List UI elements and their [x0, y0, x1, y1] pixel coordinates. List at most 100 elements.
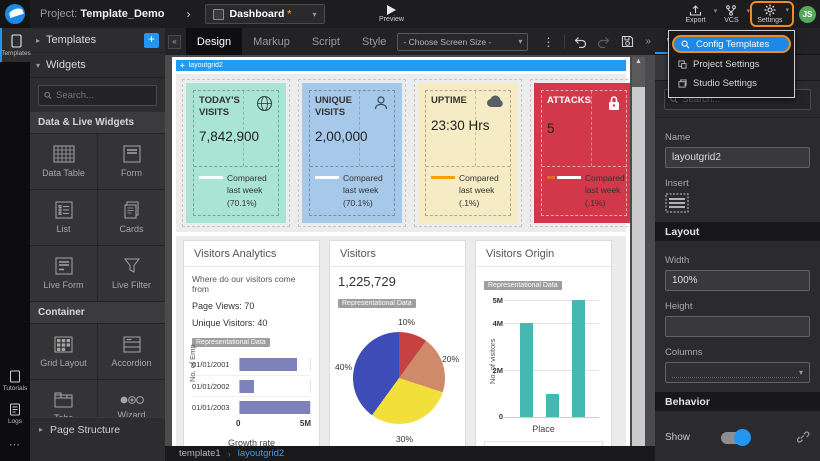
rail-item-tutorials[interactable]: Tutorials	[0, 364, 30, 397]
tab-style[interactable]: Style	[361, 35, 387, 48]
widget-tile-tabs[interactable]: Tabs	[30, 380, 97, 417]
tab-markup[interactable]: Markup	[253, 35, 290, 48]
gear-icon	[764, 4, 776, 16]
properties-search-input[interactable]	[682, 94, 805, 105]
chevron-down-icon: ▾	[798, 368, 803, 377]
panel-visitors-origin[interactable]: Visitors Origin Representational Data No…	[475, 240, 612, 446]
widget-tile-cards[interactable]: Cards	[98, 190, 165, 245]
widget-tile-list[interactable]: List	[30, 190, 97, 245]
insert-rows-icon[interactable]	[665, 193, 689, 213]
layout-section-header: Layout	[655, 222, 820, 241]
card-unique-visits[interactable]: UNIQUE VISITS 2,00,000 Compared last wee…	[302, 83, 402, 223]
kebab-menu-icon[interactable]: ⋮	[542, 34, 555, 49]
columns-select[interactable]: ▾	[665, 362, 810, 383]
widget-tile-data-table[interactable]: Data Table	[30, 134, 97, 189]
widget-palette: ▸ Templates + ▾ Widgets Data & Live Widg…	[30, 28, 165, 461]
undo-button[interactable]	[573, 36, 587, 48]
project-settings-icon	[678, 60, 687, 69]
trend-line	[431, 176, 455, 179]
widget-search-input[interactable]	[55, 90, 151, 101]
insert-label: Insert	[665, 178, 689, 189]
page-structure-header[interactable]: ▸ Page Structure	[30, 417, 165, 441]
collapse-palette-button[interactable]: «	[168, 34, 181, 49]
rail-item-templates[interactable]: Templates	[0, 28, 31, 62]
panel-visitors-analytics[interactable]: Visitors Analytics Where do our visitors…	[183, 240, 320, 446]
bar-2003	[240, 400, 311, 414]
project-breadcrumb: Project: Template_Demo	[40, 8, 165, 20]
representational-data-badge: Representational Data	[192, 338, 270, 347]
bind-link-icon[interactable]	[797, 431, 810, 444]
origin-bar-1	[520, 323, 533, 417]
height-input[interactable]	[665, 316, 810, 337]
templates-section-header[interactable]: ▸ Templates +	[30, 28, 165, 53]
preview-button[interactable]: Preview	[379, 5, 404, 23]
move-icon: +	[180, 61, 185, 70]
trend-line	[557, 176, 581, 179]
panel-visitors[interactable]: Visitors 1,225,729 Representational Data…	[329, 240, 466, 446]
card-uptime[interactable]: UPTIME 23:30 Hrs Compared last week (.1%…	[418, 83, 518, 223]
widget-tile-accordion[interactable]: Accordion	[98, 324, 165, 379]
show-toggle[interactable]	[721, 428, 751, 446]
visitors-pie-chart: 10% 20% 30% 40%	[335, 317, 459, 444]
breadcrumb-layoutgrid2[interactable]: layoutgrid2	[237, 448, 285, 459]
menu-item-project-settings[interactable]: Project Settings	[669, 55, 794, 74]
tab-design[interactable]: Design	[185, 28, 243, 55]
widget-search[interactable]	[38, 85, 157, 106]
list-icon	[55, 201, 72, 219]
save-button[interactable]	[621, 35, 634, 48]
editor-toolbar: « Design Markup Script Style - Choose Sc…	[165, 28, 655, 55]
width-input[interactable]	[665, 270, 810, 291]
rail-item-logs[interactable]: Logs	[0, 397, 30, 430]
config-templates-icon	[681, 40, 690, 48]
tutorials-icon	[10, 370, 20, 383]
add-template-button[interactable]: +	[144, 32, 159, 48]
settings-button[interactable]: Settings ▾	[750, 1, 794, 27]
cards-icon	[124, 201, 138, 219]
form-icon	[123, 145, 140, 163]
group-title-container: Container	[30, 302, 165, 323]
card-attacks[interactable]: ATTACKS 5 Compared last week (.1%)	[534, 83, 630, 223]
widgets-section-header[interactable]: ▾ Widgets	[30, 53, 165, 78]
caret-right-icon: ▸	[36, 35, 41, 45]
redo-button[interactable]	[597, 36, 611, 48]
widget-tile-live-filter[interactable]: Live Filter	[98, 246, 165, 301]
overflow-icon[interactable]: »	[645, 36, 651, 47]
canvas-page[interactable]: + layoutgrid2 TODAY'S VISITS 7,842,	[172, 57, 630, 446]
user-avatar[interactable]: JS	[799, 5, 816, 23]
chart-panels-row: Visitors Analytics Where do our visitors…	[176, 236, 626, 446]
selected-widget-label: layoutgrid2	[188, 62, 223, 69]
trend-line	[315, 176, 339, 179]
behavior-section-header: Behavior	[655, 392, 820, 411]
screen-size-select[interactable]: - Choose Screen Size - ▾	[397, 32, 529, 51]
page-name: Dashboard	[229, 8, 285, 20]
left-icon-rail: Templates Tutorials Logs ⋯	[0, 28, 31, 461]
undo-icon	[575, 36, 587, 48]
more-icon[interactable]: ⋯	[9, 439, 21, 451]
chevron-down-icon: ▾	[785, 7, 789, 14]
origin-list-widget[interactable]: John Doe 20	[484, 441, 603, 446]
canvas-scrollbar[interactable]: ▲	[632, 57, 645, 446]
export-button[interactable]: Export	[686, 4, 706, 24]
width-label: Width	[665, 255, 690, 266]
selected-widget-bar[interactable]: + layoutgrid2	[176, 60, 626, 71]
vcs-button[interactable]: VCS	[724, 4, 739, 24]
scrollbar-thumb[interactable]: ▲	[632, 57, 645, 87]
project-name: Template_Demo	[80, 8, 165, 20]
wavemaker-logo[interactable]	[0, 0, 30, 28]
menu-item-studio-settings[interactable]: Studio Settings	[669, 74, 794, 93]
page-selector[interactable]: Dashboard * ▾	[204, 4, 325, 24]
breadcrumb-template1[interactable]: template1	[179, 448, 221, 459]
widget-tile-wizard[interactable]: Wizard	[98, 380, 165, 417]
modified-indicator: *	[287, 8, 292, 20]
search-icon	[44, 91, 52, 100]
widget-tile-live-form[interactable]: Live Form	[30, 246, 97, 301]
widget-tile-form[interactable]: Form	[98, 134, 165, 189]
columns-label: Columns	[665, 347, 703, 358]
tab-script[interactable]: Script	[311, 35, 340, 48]
widget-tile-grid-layout[interactable]: Grid Layout	[30, 324, 97, 379]
menu-item-config-templates[interactable]: Config Templates	[672, 35, 791, 53]
grid-layout-icon	[54, 336, 73, 352]
user-icon	[374, 96, 388, 110]
name-input[interactable]	[665, 147, 810, 168]
card-todays-visits[interactable]: TODAY'S VISITS 7,842,900 Compared last w…	[186, 83, 286, 223]
